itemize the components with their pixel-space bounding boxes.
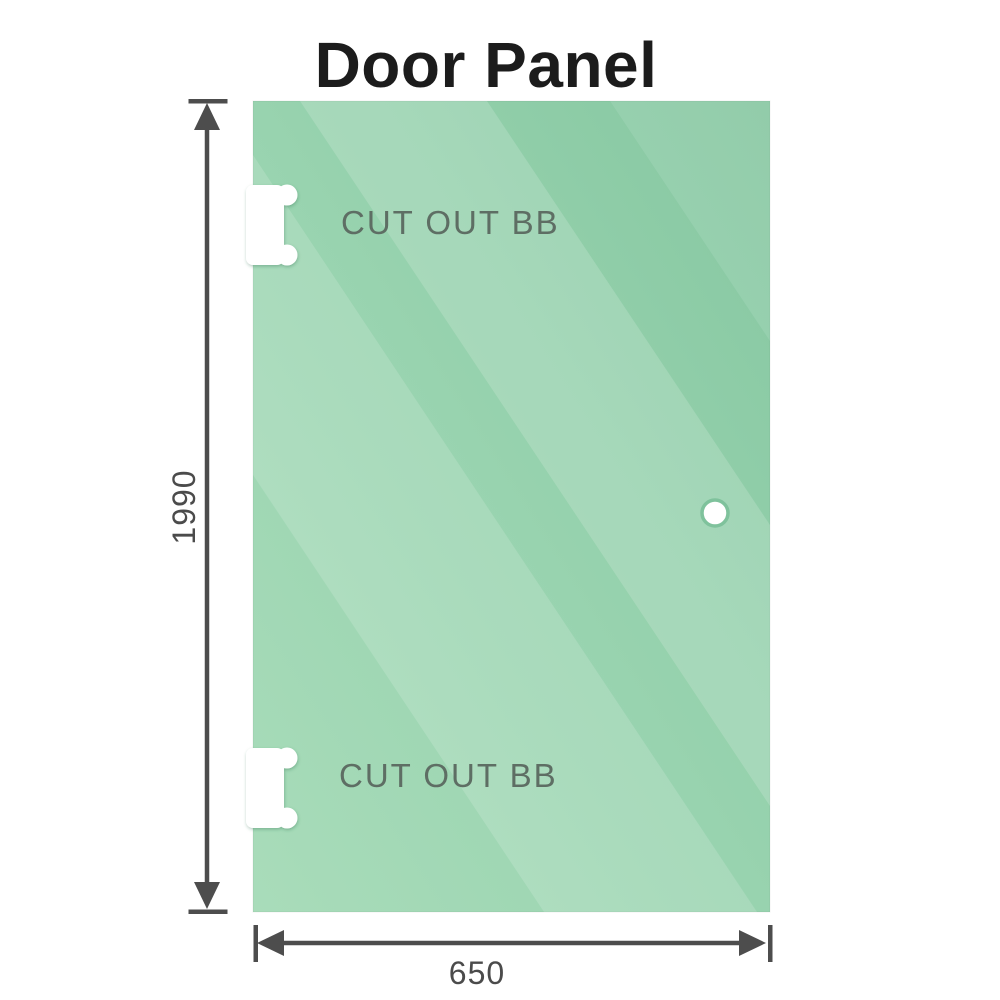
height-dimension-line [188, 99, 228, 914]
width-dimension-value: 650 [448, 955, 506, 991]
arrow-down-icon [194, 882, 220, 909]
glass-panel-body [252, 100, 771, 913]
width-dim-cap-left [253, 925, 258, 962]
hinge-cutout-bottom-hole-lower [276, 807, 298, 829]
cutout-label-top: CUT OUT BB [341, 204, 560, 241]
hinge-cutout-top-hole-lower [276, 244, 298, 266]
hinge-cutout-bottom-hole-upper [276, 747, 298, 769]
cutout-label-bottom: CUT OUT BB [339, 757, 558, 794]
height-dimension-value: 1990 [166, 469, 202, 545]
height-dim-cap-top [188, 99, 228, 104]
arrow-right-icon [739, 930, 766, 956]
hinge-cutout-top [246, 184, 298, 266]
arrow-up-icon [194, 103, 220, 130]
glass-reflections [253, 101, 770, 912]
glass-panel [252, 100, 771, 913]
reflection-band-corner [610, 101, 770, 341]
arrow-left-icon [257, 930, 284, 956]
hinge-cutout-bottom-notch [246, 748, 284, 828]
page-title: Door Panel [314, 29, 658, 101]
hinge-cutout-top-hole-upper [276, 184, 298, 206]
handle-hole [700, 498, 730, 528]
height-dim-cap-bottom [188, 909, 228, 914]
hinge-cutout-bottom [246, 747, 298, 829]
width-dim-cap-right [768, 925, 773, 962]
reflection-band-upper [300, 101, 770, 806]
reflection-band-main [253, 155, 757, 912]
hinge-cutout-top-notch [246, 185, 284, 265]
width-dimension-line [253, 925, 773, 962]
